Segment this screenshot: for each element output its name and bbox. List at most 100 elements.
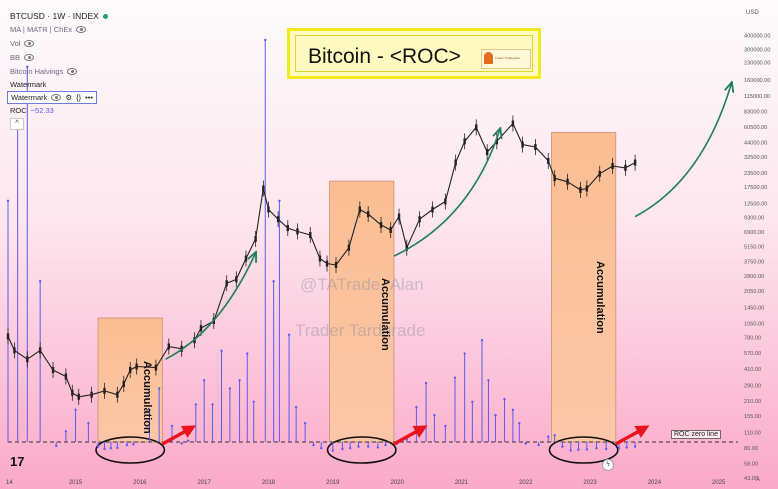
momentum-arrow bbox=[634, 83, 731, 218]
price-tick-label: 110.00 bbox=[744, 431, 761, 437]
breakout-arrow bbox=[614, 425, 650, 446]
indicator-label: Bitcoin Halvings bbox=[10, 67, 64, 76]
title-inner-frame: Bitcoin - <ROC> Trader Tradegrade bbox=[295, 35, 533, 72]
indicator-label: BB bbox=[10, 53, 21, 62]
source-code-icon[interactable]: {} bbox=[76, 93, 82, 102]
accumulation-zones bbox=[95, 132, 619, 464]
eye-icon[interactable] bbox=[51, 94, 62, 101]
roc-bar-tip bbox=[157, 387, 161, 390]
roc-bar-tip bbox=[480, 338, 484, 342]
price-candle-body bbox=[579, 186, 582, 193]
price-candle-body bbox=[296, 228, 299, 235]
roc-bar-tip bbox=[494, 414, 497, 417]
price-tick-label: 210.00 bbox=[744, 399, 761, 405]
price-candle-body bbox=[534, 144, 537, 151]
time-tick-label: 2020 bbox=[390, 480, 404, 486]
roc-legend-row[interactable]: ROC −52.33 bbox=[10, 106, 54, 115]
roc-bar-tip bbox=[228, 387, 232, 390]
price-candle-body bbox=[358, 206, 362, 213]
price-tick-label: 80.00 bbox=[744, 446, 758, 452]
price-candle-body bbox=[90, 391, 93, 398]
indicator-row-halvings[interactable]: Bitcoin Halvings bbox=[10, 67, 78, 76]
price-candle-body bbox=[225, 280, 228, 287]
symbol-row[interactable]: BTCUSD · 1W · INDEX bbox=[10, 11, 108, 21]
price-candle-body bbox=[77, 393, 80, 400]
price-tick-label: 400000.00 bbox=[744, 34, 770, 40]
price-candle-body bbox=[71, 389, 74, 396]
eye-icon[interactable] bbox=[24, 54, 35, 61]
roc-bar-tip bbox=[348, 447, 352, 450]
indicator-row-ma[interactable]: MA | MATR | ChEx bbox=[10, 25, 87, 34]
time-tick-label: 2023 bbox=[583, 480, 597, 486]
collapse-pane-button[interactable]: ^ bbox=[10, 118, 24, 130]
roc-value: −52.33 bbox=[30, 106, 54, 115]
roc-bar-tip bbox=[55, 444, 58, 448]
price-axis: 400000.00 300000.00 230000.00 160000.00 1150… bbox=[744, 34, 770, 482]
time-tick-label: 2025 bbox=[712, 480, 726, 486]
price-candle-body bbox=[334, 261, 338, 268]
price-tick-label: 155.00 bbox=[744, 414, 761, 420]
currency-selector[interactable]: USD bbox=[746, 10, 759, 16]
symbol-line[interactable]: BTCUSD · 1W · INDEX bbox=[10, 11, 99, 21]
time-tick-label: 2024 bbox=[648, 480, 662, 486]
price-candle-body bbox=[495, 138, 499, 145]
eye-icon[interactable] bbox=[76, 26, 87, 33]
price-tick-label: 32500.00 bbox=[744, 155, 767, 161]
price-series bbox=[6, 115, 637, 405]
roc-bar-tip bbox=[553, 434, 556, 437]
price-candle-body bbox=[397, 213, 401, 220]
roc-bar-tip bbox=[6, 199, 10, 202]
settings-gear-icon[interactable]: ⚙ bbox=[65, 93, 73, 102]
indicator-row-bb[interactable]: BB bbox=[10, 53, 35, 62]
roc-bar-tip bbox=[511, 408, 515, 412]
indicator-row-watermark[interactable]: Watermark bbox=[10, 80, 46, 89]
momentum-arrow bbox=[165, 253, 256, 360]
price-candle-body bbox=[379, 221, 383, 228]
price-tick-label: 410.00 bbox=[744, 367, 761, 373]
roc-bar-tip bbox=[547, 435, 550, 438]
watermark-edit-row[interactable]: Watermark ⚙ {} ••• bbox=[7, 91, 98, 104]
eye-icon[interactable] bbox=[24, 40, 35, 47]
time-axis: 14 2015 2016 2017 2018 2019 2020 2021 2022 2023 20… bbox=[6, 480, 726, 486]
arrow-annotations bbox=[161, 83, 731, 446]
logo-emblem-icon bbox=[484, 52, 493, 64]
roc-bar-tip bbox=[585, 448, 589, 451]
price-tick-label: 2050.00 bbox=[744, 289, 764, 295]
eye-icon[interactable] bbox=[67, 68, 78, 75]
price-candle-body bbox=[122, 380, 125, 387]
roc-bar-tip bbox=[64, 430, 68, 433]
lightning-icon[interactable]: ϟ bbox=[602, 459, 614, 471]
roc-bar-tip bbox=[320, 447, 323, 450]
roc-bar-tip bbox=[220, 349, 223, 353]
roc-bar-tip bbox=[384, 443, 387, 447]
price-candle-body bbox=[566, 178, 569, 185]
roc-bar-tip bbox=[103, 447, 106, 451]
price-tick-label: 1050.00 bbox=[744, 321, 764, 327]
roc-bar-tip bbox=[463, 352, 466, 355]
roc-bar-tip bbox=[625, 446, 628, 449]
price-tick-label: 44000.00 bbox=[744, 140, 767, 146]
auto-scale-button[interactable]: A bbox=[756, 477, 761, 483]
price-tick-label: 3750.00 bbox=[744, 260, 764, 266]
price-tick-label: 58.00 bbox=[744, 462, 758, 468]
accumulation-zone-box bbox=[97, 317, 163, 443]
price-candle-body bbox=[199, 325, 203, 332]
price-tick-label: 5150.00 bbox=[744, 244, 764, 250]
price-candle-body bbox=[553, 175, 556, 182]
roc-bar-tip bbox=[569, 449, 572, 452]
price-candle-body bbox=[444, 198, 447, 205]
more-options-icon[interactable]: ••• bbox=[85, 93, 94, 102]
roc-bar-tip bbox=[633, 445, 637, 448]
roc-bar-tip bbox=[194, 403, 198, 406]
roc-bar-tip bbox=[433, 414, 436, 417]
tradingview-logo[interactable]: 17 bbox=[10, 454, 25, 469]
roc-bar-tip bbox=[577, 448, 580, 451]
roc-bar-tip bbox=[604, 447, 608, 451]
price-candle-body bbox=[6, 333, 10, 340]
indicator-row-vol[interactable]: Vol bbox=[10, 39, 35, 48]
price-candle-body bbox=[511, 120, 515, 127]
price-tick-label: 230000.00 bbox=[744, 60, 770, 66]
roc-bar-tip bbox=[264, 38, 267, 42]
